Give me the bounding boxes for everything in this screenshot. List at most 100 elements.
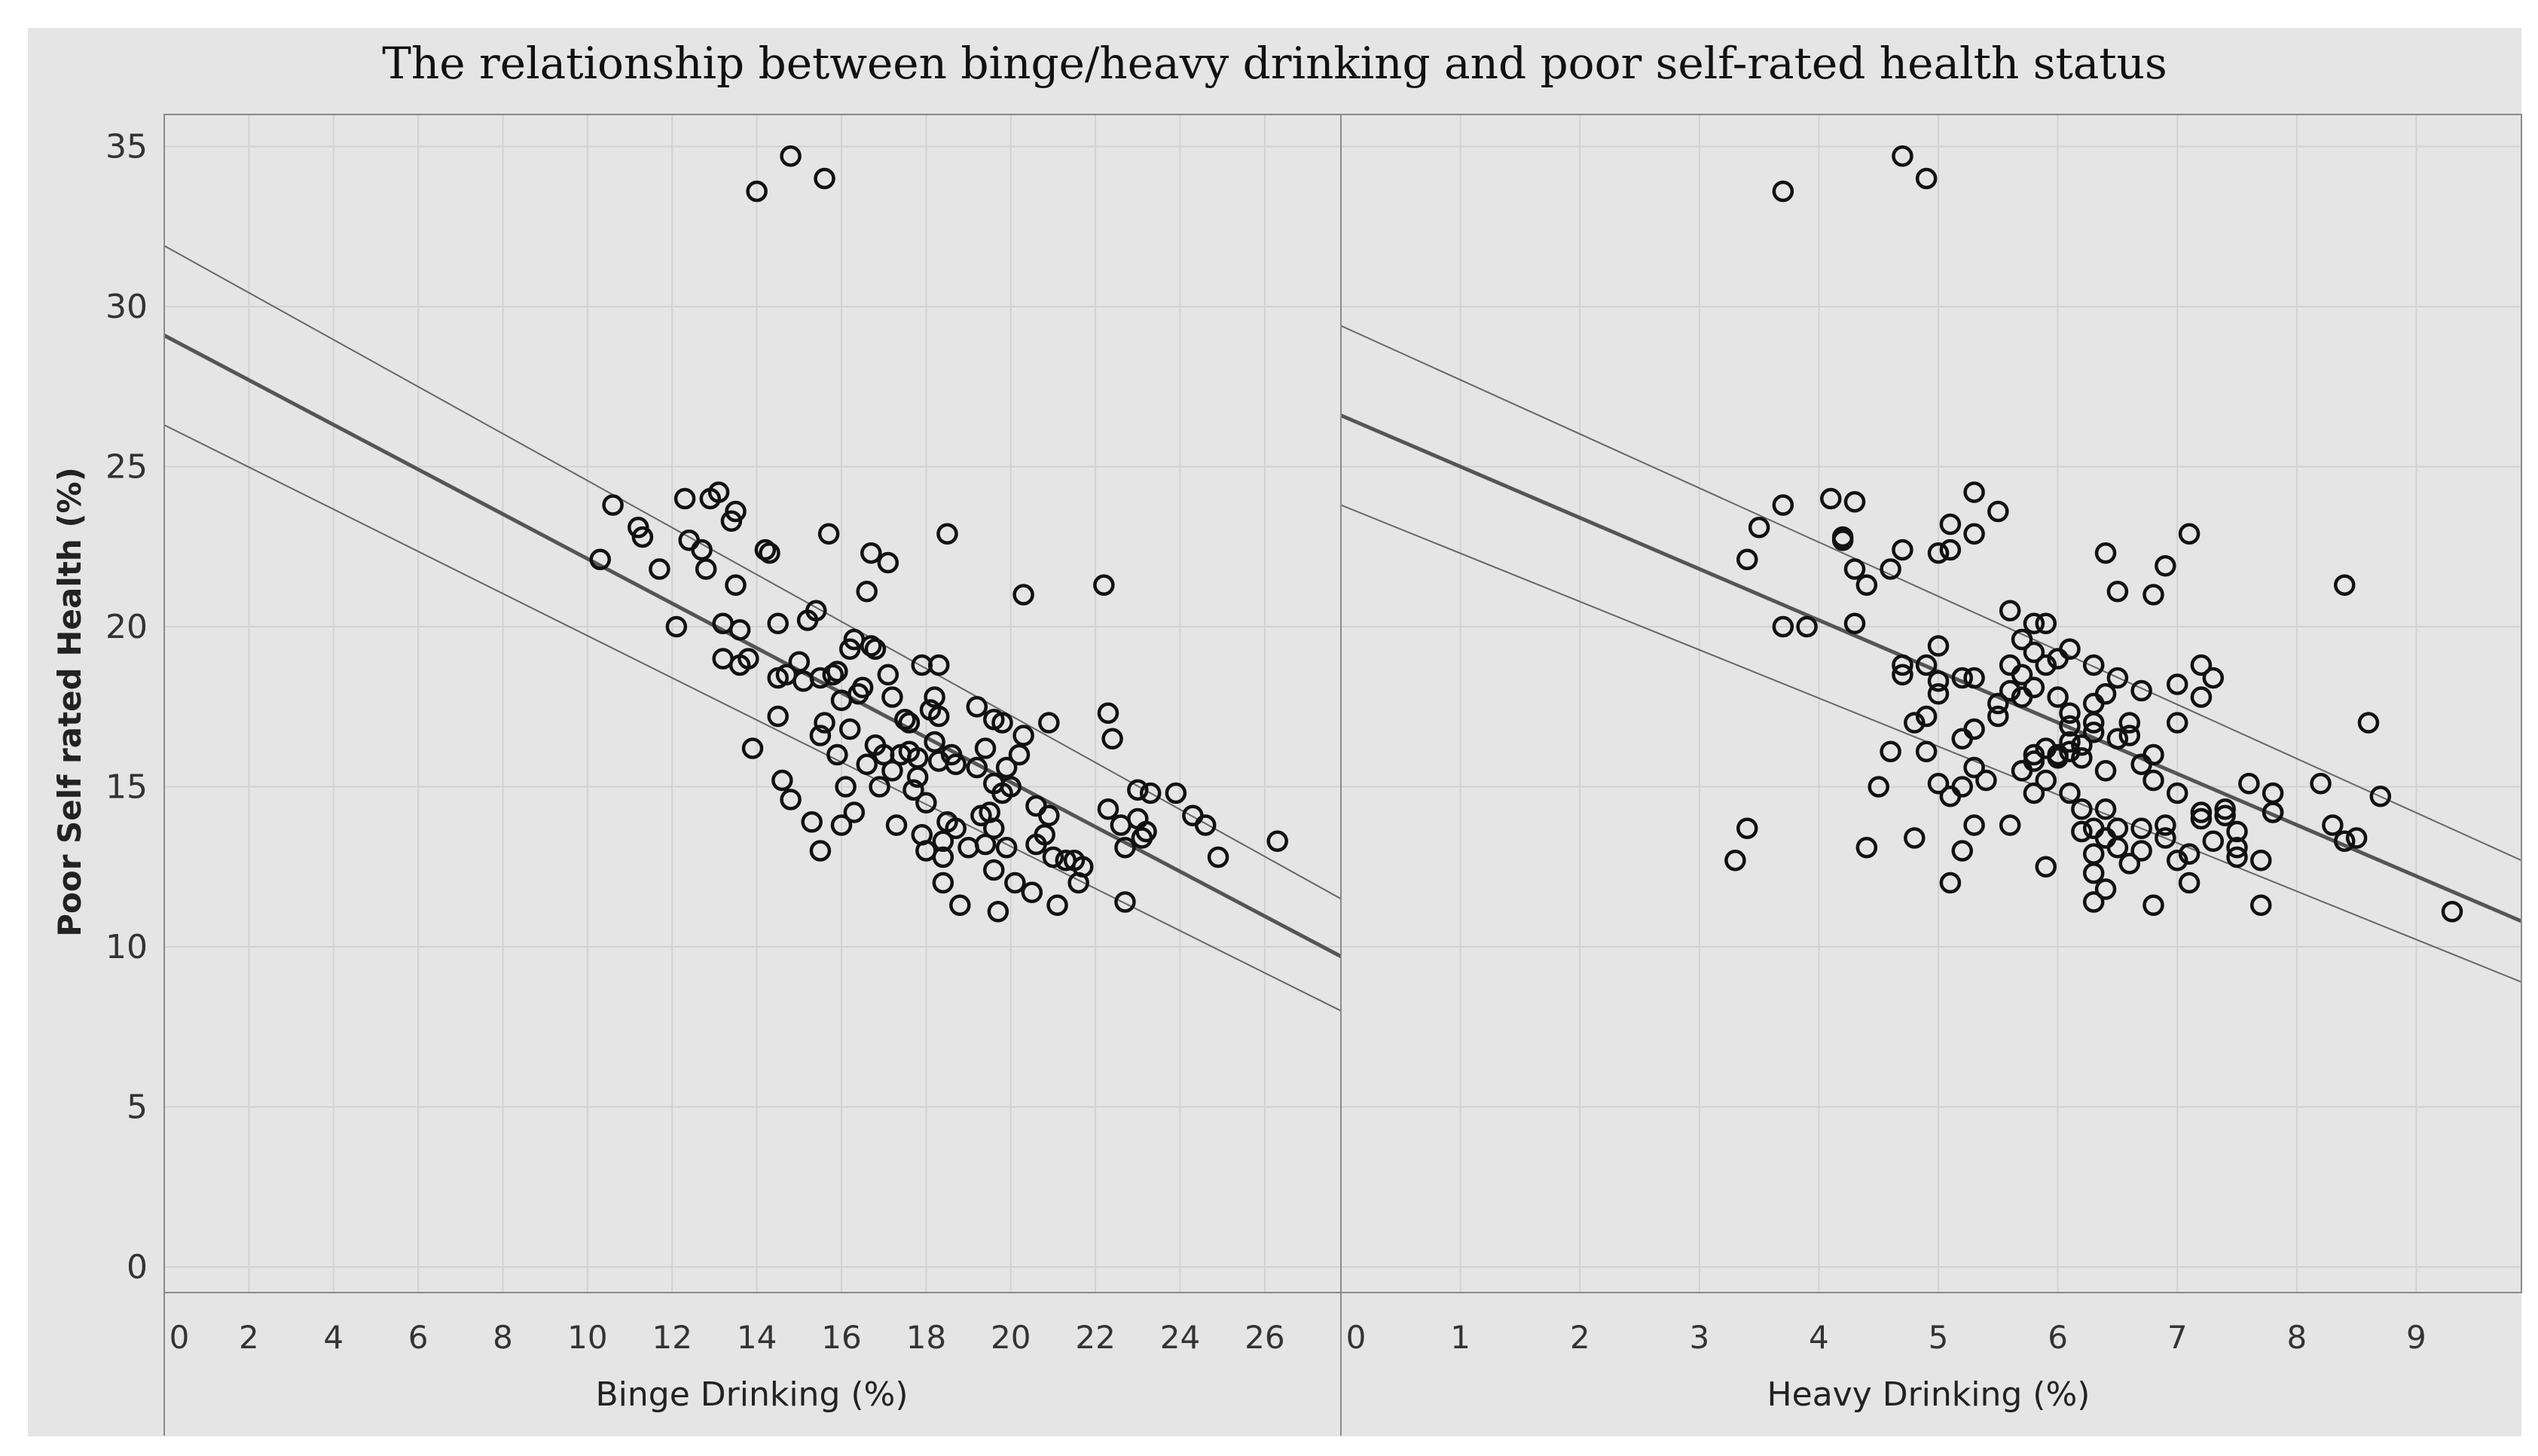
data-point-heavy [2202,667,2225,689]
data-point-binge [809,725,832,746]
data-point-binge [759,542,780,564]
data-point-heavy [1772,180,1794,203]
data-point-heavy [2166,850,2188,871]
data-point-heavy [2047,747,2069,769]
trend-line-heavy [1340,414,2522,923]
y-tick-label: 25 [105,448,148,487]
data-point-binge [695,558,717,580]
data-point-heavy [2178,871,2201,894]
data-point-binge [1021,881,1043,903]
data-point-binge [1135,820,1157,843]
data-point-heavy [1987,692,2009,715]
x-tick-label-binge: 22 [1075,1319,1115,1356]
x-tick-label-binge: 0 [170,1319,190,1356]
data-point-binge [949,894,971,916]
data-point-heavy [2023,641,2045,664]
data-point-binge [602,494,624,516]
data-point-binge [801,811,823,833]
data-point-binge [983,859,1005,881]
x-tick-label-binge: 16 [821,1319,861,1356]
data-point-binge [738,648,759,670]
data-point-heavy [2190,654,2213,676]
data-point-binge [1139,782,1162,804]
data-point-binge [881,760,903,782]
data-point-heavy [1796,615,1818,638]
data-point-heavy [2023,750,2045,772]
data-point-heavy [2106,837,2129,859]
data-point-binge [903,779,924,801]
data-point-heavy [1999,679,2021,702]
data-point-heavy [1915,705,1938,728]
confidence-upper-heavy [1340,325,2522,862]
data-point-heavy [2334,574,2356,596]
data-point-heavy [2178,523,2201,545]
data-point-heavy [2142,743,2164,766]
data-point-heavy [2118,725,2141,746]
data-point-binge [869,776,890,798]
data-point-heavy [1951,667,1973,689]
data-point-heavy [2082,891,2105,913]
data-point-heavy [2190,686,2213,708]
data-point-heavy [2142,769,2164,792]
data-point-heavy [2262,801,2284,823]
data-point-binge [995,756,1018,779]
data-point-heavy [2071,798,2093,820]
data-point-heavy [1855,574,1878,596]
data-point-binge [830,814,853,836]
data-point-binge [1008,743,1031,766]
data-point-heavy [2441,901,2463,923]
data-point-heavy [1880,558,1901,580]
data-point-heavy [2011,628,2033,651]
confidence-lower-binge [163,424,1342,1012]
data-point-heavy [1963,481,1985,503]
data-point-heavy [2226,820,2248,843]
data-point-binge [1165,782,1187,804]
data-point-heavy [2059,740,2081,762]
data-point-binge [1114,837,1136,859]
data-point-heavy [2082,654,2105,676]
data-point-heavy [1855,837,1878,859]
data-point-binge [754,539,777,561]
data-point-heavy [2310,773,2332,795]
data-point-heavy [1999,814,2021,836]
data-point-binge [1266,830,1288,852]
data-point-heavy [2166,712,2188,734]
data-point-binge [1097,702,1119,724]
data-point-heavy [1975,769,1997,792]
data-point-heavy [2023,612,2045,634]
data-point-binge [665,615,688,638]
x-tick-label-binge: 24 [1160,1319,1200,1356]
data-point-binge [673,487,696,510]
data-point-heavy [2226,837,2248,859]
data-point-heavy [1927,635,1950,657]
data-point-binge [906,747,929,769]
x-tick-label-binge: 2 [239,1319,259,1356]
data-point-heavy [2130,817,2152,839]
x-tick-label-heavy: 5 [1929,1319,1949,1356]
data-point-binge [780,789,802,810]
y-tick-label: 5 [127,1088,148,1127]
data-point-heavy [1892,654,1913,676]
data-point-binge [691,539,713,561]
data-point-heavy [1927,773,1950,795]
data-point-binge [860,635,882,657]
data-point-binge [894,709,916,731]
data-point-binge [589,548,611,570]
data-point-binge [746,180,768,203]
data-point-heavy [2011,664,2033,685]
data-point-binge [991,712,1013,734]
data-point-heavy [1963,756,1985,779]
data-point-heavy [2155,827,2176,849]
data-point-heavy [2082,712,2105,734]
data-point-binge [771,769,793,792]
data-point-heavy [1831,530,1854,551]
data-point-heavy [1963,718,1985,740]
x-axis-label-heavy: Heavy Drinking (%) [1767,1375,2091,1414]
data-point-binge [927,705,950,728]
data-point-heavy [2094,760,2117,782]
data-point-heavy [1963,814,1985,836]
x-tick-label-binge: 8 [493,1319,513,1356]
data-point-heavy [2035,769,2057,792]
